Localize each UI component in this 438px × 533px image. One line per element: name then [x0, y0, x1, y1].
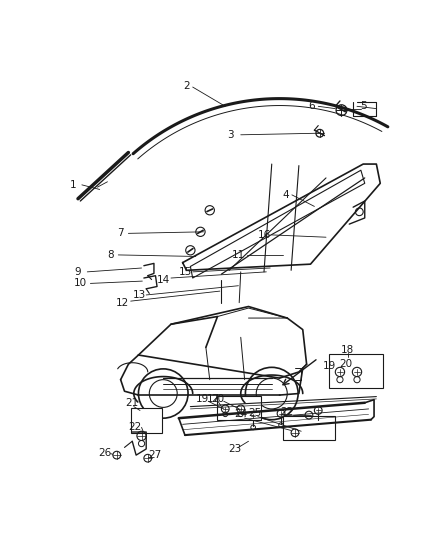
Text: 14: 14 — [157, 274, 170, 285]
Text: 26: 26 — [99, 448, 112, 458]
Text: 20: 20 — [211, 394, 224, 404]
Text: 3: 3 — [227, 130, 234, 140]
Text: 23: 23 — [228, 444, 241, 454]
Text: 10: 10 — [74, 278, 87, 288]
Text: 17: 17 — [207, 394, 220, 404]
Text: 5: 5 — [360, 101, 367, 111]
Text: 21: 21 — [126, 398, 139, 408]
Text: 25: 25 — [248, 408, 261, 418]
FancyBboxPatch shape — [217, 396, 261, 421]
Text: 22: 22 — [129, 422, 142, 432]
Text: 22: 22 — [280, 407, 293, 417]
Text: 27: 27 — [148, 450, 161, 460]
Text: 4: 4 — [283, 190, 289, 200]
FancyBboxPatch shape — [131, 408, 162, 433]
Text: 9: 9 — [75, 267, 81, 277]
Text: 11: 11 — [232, 250, 245, 260]
FancyBboxPatch shape — [283, 416, 335, 440]
Text: 8: 8 — [107, 250, 114, 260]
Text: 18: 18 — [341, 345, 354, 356]
Text: 7: 7 — [117, 228, 124, 238]
Text: 20: 20 — [339, 359, 353, 369]
Text: 2: 2 — [183, 80, 190, 91]
Text: 6: 6 — [309, 101, 315, 111]
Text: 24: 24 — [234, 409, 247, 419]
FancyBboxPatch shape — [329, 354, 383, 388]
Text: 15: 15 — [178, 267, 191, 277]
Text: 12: 12 — [116, 297, 129, 308]
Text: 16: 16 — [258, 230, 272, 240]
Text: 13: 13 — [133, 290, 146, 300]
Text: 19: 19 — [322, 361, 336, 371]
Text: 1: 1 — [70, 180, 77, 190]
Text: 19: 19 — [195, 394, 208, 404]
